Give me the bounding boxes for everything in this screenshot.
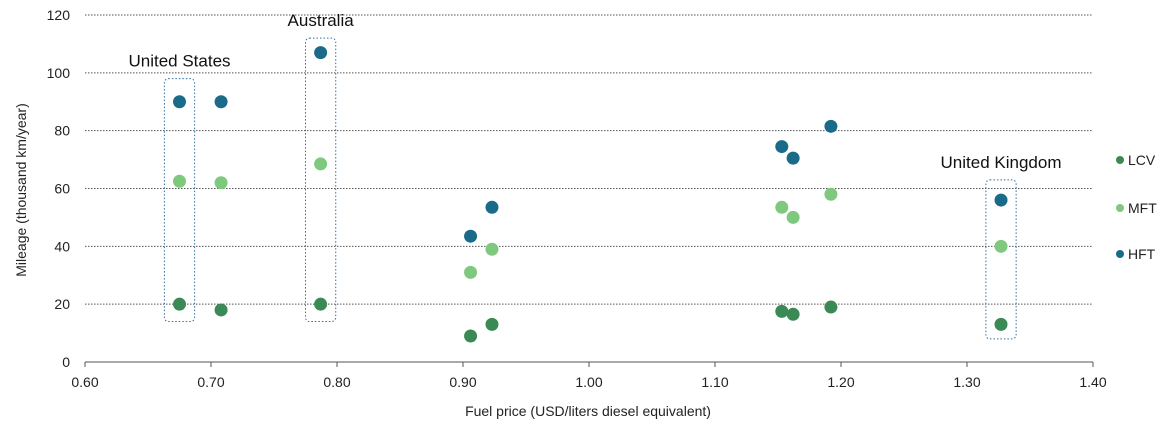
data-point-hft bbox=[485, 200, 499, 214]
data-point-lcv bbox=[775, 304, 789, 318]
annotation-box bbox=[985, 179, 1017, 340]
data-point-mft bbox=[464, 265, 478, 279]
annotation-box bbox=[163, 78, 196, 323]
y-tick-label: 80 bbox=[54, 123, 70, 139]
data-point-mft bbox=[786, 210, 800, 224]
data-point-lcv bbox=[314, 297, 328, 311]
annotation-label: United States bbox=[128, 52, 230, 71]
annotation-label: Australia bbox=[288, 11, 355, 30]
data-point-lcv bbox=[786, 307, 800, 321]
axes: 0 20 40 60 80 100 120 0.60 0.70 0.80 0.90 1.00 1.10 1… bbox=[47, 7, 1107, 390]
legend-marker-mft bbox=[1116, 204, 1124, 212]
annotation-box bbox=[305, 37, 337, 323]
gridlines bbox=[85, 14, 1093, 305]
data-point-hft bbox=[824, 119, 838, 133]
series-mft bbox=[173, 157, 1008, 279]
y-tick-label: 20 bbox=[54, 296, 70, 312]
annotation-label: United Kingdom bbox=[941, 153, 1062, 172]
legend-label-hft: HFT bbox=[1128, 246, 1156, 262]
annotations: United States Australia United Kingdom bbox=[128, 11, 1062, 340]
x-tick-label: 1.10 bbox=[701, 374, 728, 390]
x-tick-label: 0.80 bbox=[323, 374, 350, 390]
y-tick-label: 120 bbox=[47, 7, 71, 23]
data-point-lcv bbox=[173, 297, 186, 311]
y-tick-label: 100 bbox=[47, 65, 71, 81]
x-tick-label: 0.60 bbox=[71, 374, 98, 390]
data-point-hft bbox=[314, 46, 328, 60]
data-point-hft bbox=[786, 151, 800, 165]
series-lcv bbox=[173, 297, 1008, 343]
y-axis-title: Mileage (thousand km/year) bbox=[13, 103, 29, 277]
data-point-hft bbox=[214, 95, 228, 109]
data-point-hft bbox=[173, 95, 186, 109]
y-tick-label: 0 bbox=[62, 354, 70, 370]
data-point-lcv bbox=[994, 317, 1008, 331]
data-point-lcv bbox=[485, 317, 499, 331]
x-tick-label: 0.90 bbox=[449, 374, 476, 390]
x-tick-label: 1.20 bbox=[827, 374, 854, 390]
data-point-hft bbox=[775, 140, 789, 154]
data-point-mft bbox=[214, 176, 228, 190]
data-point-mft bbox=[173, 174, 186, 188]
x-tick-label: 0.70 bbox=[197, 374, 224, 390]
data-point-hft bbox=[464, 229, 478, 243]
y-tick-label: 60 bbox=[54, 181, 70, 197]
x-tick-label: 1.40 bbox=[1079, 374, 1106, 390]
data-point-mft bbox=[824, 187, 838, 201]
legend-label-mft: MFT bbox=[1128, 200, 1157, 216]
data-point-lcv bbox=[464, 329, 478, 343]
data-point-mft bbox=[994, 239, 1008, 253]
legend-marker-hft bbox=[1116, 250, 1124, 258]
data-point-mft bbox=[485, 242, 499, 256]
data-point-lcv bbox=[214, 303, 228, 317]
x-axis-title: Fuel price (USD/liters diesel equivalent… bbox=[465, 403, 711, 419]
data-point-hft bbox=[994, 193, 1008, 207]
x-tick-label: 1.30 bbox=[953, 374, 980, 390]
data-point-lcv bbox=[824, 300, 838, 314]
data-point-mft bbox=[314, 157, 328, 171]
legend: LCV MFT HFT bbox=[1116, 152, 1157, 262]
x-tick-label: 1.00 bbox=[575, 374, 602, 390]
series-hft bbox=[173, 46, 1008, 243]
legend-marker-lcv bbox=[1116, 156, 1124, 164]
legend-label-lcv: LCV bbox=[1128, 152, 1156, 168]
data-points bbox=[173, 46, 1008, 343]
y-tick-label: 40 bbox=[54, 238, 70, 254]
data-point-mft bbox=[775, 200, 789, 214]
